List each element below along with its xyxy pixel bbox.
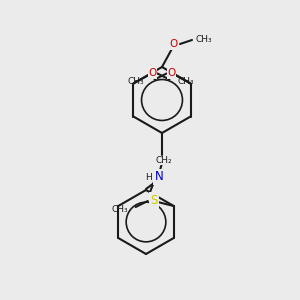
Text: O: O [169,39,177,49]
Text: S: S [150,194,158,206]
Text: CH₃: CH₃ [128,77,145,86]
Text: CH₃: CH₃ [111,206,128,214]
Text: O: O [167,68,176,79]
Text: O: O [148,68,157,79]
Text: CH₃: CH₃ [196,34,213,43]
Text: N: N [154,170,164,184]
Text: CH₂: CH₂ [156,156,172,165]
Text: CH₃: CH₃ [177,77,194,86]
Text: H: H [145,172,152,182]
